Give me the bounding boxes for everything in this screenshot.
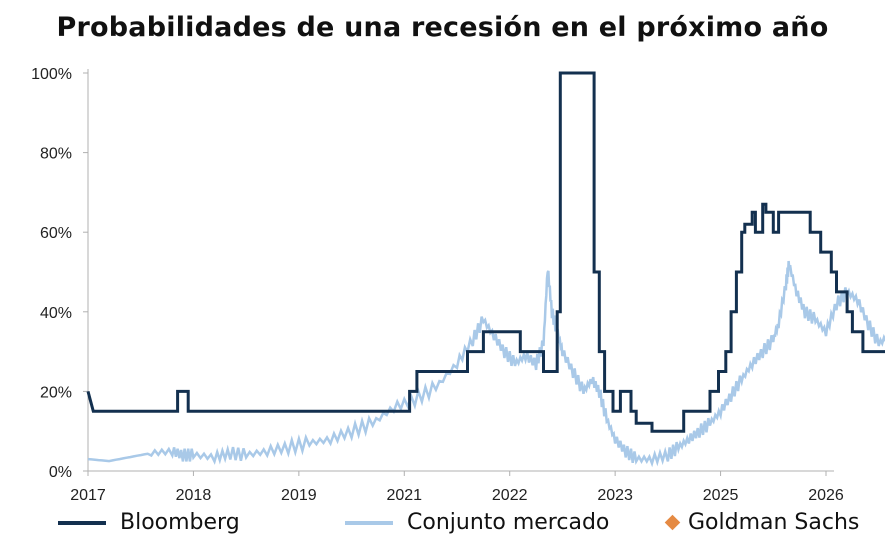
y-tick-label: 20% (40, 384, 72, 401)
x-tick-label: 2018 (176, 487, 212, 504)
legend-item-conjunto-mercado: Conjunto mercado (345, 510, 609, 535)
legend-swatch-conjunto-mercado (345, 521, 393, 525)
x-tick-label: 2025 (703, 487, 739, 504)
chart-area: 0% 20% 40% 60% 80% 100% 2017 2018 2019 2021 2022 20… (0, 0, 885, 554)
y-tick-label: 100% (31, 66, 72, 83)
legend-item-goldman-sachs: Goldman Sachs (667, 510, 859, 535)
x-tick-label: 2019 (281, 487, 317, 504)
series-line-bloomberg (88, 73, 885, 431)
x-tick-label: 2022 (492, 487, 528, 504)
legend-item-bloomberg: Bloomberg (58, 510, 240, 535)
x-tick-label: 2021 (386, 487, 422, 504)
legend-label-goldman-sachs: Goldman Sachs (688, 510, 859, 535)
chart-series (88, 73, 885, 463)
legend-label-conjunto-mercado: Conjunto mercado (407, 510, 609, 535)
series-line-conjunto-mercado (88, 261, 885, 463)
y-tick-label: 80% (40, 146, 72, 163)
chart-axes: 0% 20% 40% 60% 80% 100% 2017 2018 2019 2021 2022 20… (31, 66, 844, 504)
legend-label-bloomberg: Bloomberg (120, 510, 240, 535)
x-tick-label: 2026 (808, 487, 844, 504)
legend-swatch-bloomberg (58, 521, 106, 525)
x-tick-label: 2017 (70, 487, 106, 504)
y-tick-label: 40% (40, 305, 72, 322)
legend-diamond-icon (665, 515, 681, 531)
x-tick-label: 2023 (597, 487, 633, 504)
chart-legend: Bloomberg Conjunto mercado Goldman Sachs (0, 510, 885, 550)
y-tick-label: 0% (49, 464, 72, 481)
y-tick-label: 60% (40, 225, 72, 242)
